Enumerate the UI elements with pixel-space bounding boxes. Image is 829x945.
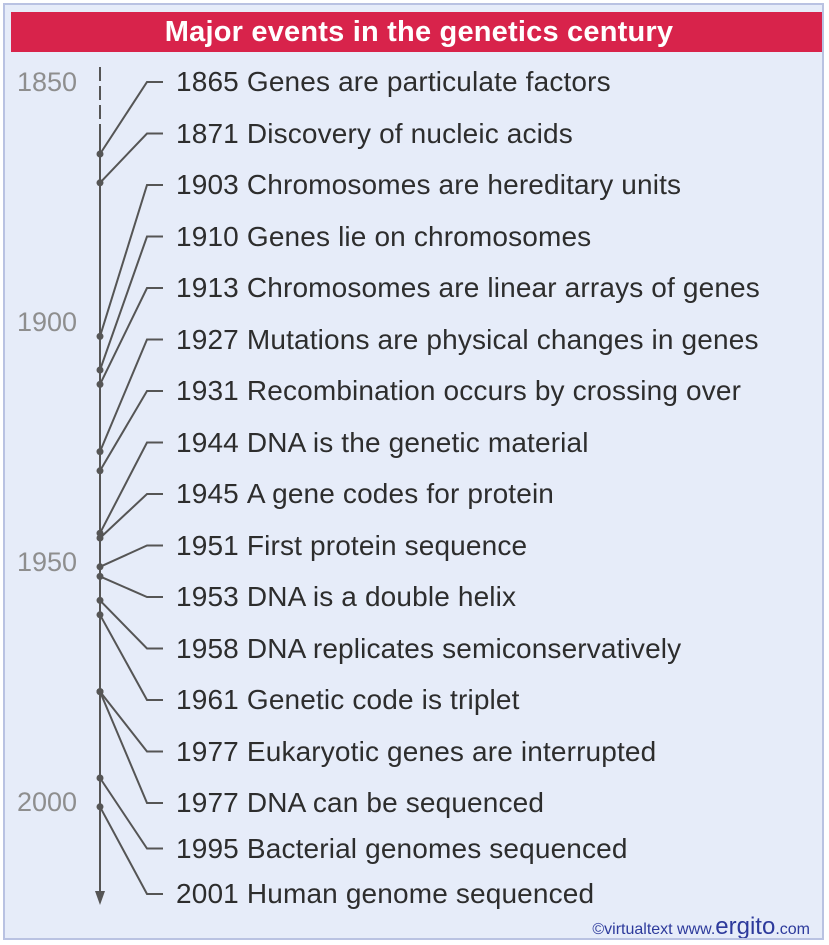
timeline-arrow-head bbox=[95, 891, 105, 905]
event-row: 1953 DNA is a double helix bbox=[176, 581, 822, 612]
axis-year-label: 2000 bbox=[17, 787, 78, 817]
event-connector bbox=[99, 81, 163, 155]
event-connector bbox=[99, 544, 163, 568]
event-row: 1913 Chromosomes are linear arrays of gen… bbox=[176, 272, 822, 303]
event-text: Bacterial genomes sequenced bbox=[246, 832, 628, 864]
event-text: Genetic code is triplet bbox=[246, 684, 520, 715]
event-row: 1910 Genes lie on chromosomes bbox=[176, 220, 822, 252]
event-row: 1977 DNA can be sequenced bbox=[176, 787, 822, 818]
event-text: A gene codes for protein bbox=[246, 478, 555, 509]
event-connector bbox=[99, 614, 163, 701]
event-marker bbox=[96, 150, 104, 158]
event-text: DNA replicates semiconservatively bbox=[246, 632, 682, 664]
event-year: 1995 bbox=[176, 832, 239, 864]
event-connector bbox=[99, 441, 163, 534]
event-marker bbox=[96, 688, 104, 696]
event-year: 1927 bbox=[176, 323, 239, 355]
event-marker bbox=[96, 366, 104, 374]
event-text: First protein sequence bbox=[246, 529, 528, 561]
event-marker bbox=[96, 529, 104, 537]
event-text: DNA can be sequenced bbox=[246, 787, 545, 818]
event-marker bbox=[96, 467, 104, 475]
event-marker bbox=[96, 774, 104, 782]
event-year: 1961 bbox=[176, 684, 239, 715]
event-text: Genes are particulate factors bbox=[246, 66, 611, 97]
event-year: 1865 bbox=[176, 66, 239, 97]
event-marker bbox=[96, 448, 104, 456]
event-row: 1871 Discovery of nucleic acids bbox=[176, 117, 822, 149]
axis-year-label: 1850 bbox=[17, 67, 78, 97]
timeline-graphic bbox=[95, 67, 163, 905]
event-row: 1944 DNA is the genetic material bbox=[176, 426, 822, 458]
event-year: 1913 bbox=[176, 272, 239, 303]
event-row: 1945 A gene codes for protein bbox=[176, 478, 822, 509]
event-year: 1944 bbox=[176, 426, 239, 458]
event-connector bbox=[99, 132, 163, 184]
event-row: 1951 First protein sequence bbox=[176, 529, 822, 561]
event-text: DNA is a double helix bbox=[246, 581, 517, 612]
event-row: 1995 Bacterial genomes sequenced bbox=[176, 832, 822, 864]
event-year: 1931 bbox=[176, 375, 239, 406]
diagram-title: Major events in the genetics century bbox=[11, 12, 822, 52]
event-row: 1865 Genes are particulate factors bbox=[176, 66, 822, 97]
credit-brand: ergito bbox=[715, 913, 776, 940]
event-connector bbox=[99, 691, 163, 804]
event-marker bbox=[96, 803, 104, 811]
event-connector bbox=[99, 690, 163, 753]
event-row: 1903 Chromosomes are hereditary units bbox=[176, 169, 822, 200]
event-text: Chromosomes are linear arrays of genes bbox=[246, 272, 760, 303]
event-row: 1958 DNA replicates semiconservatively bbox=[176, 632, 822, 664]
event-year: 1910 bbox=[176, 220, 239, 252]
event-year: 1951 bbox=[176, 529, 239, 561]
event-year: 1958 bbox=[176, 632, 239, 664]
event-year: 1953 bbox=[176, 581, 239, 612]
credit-suffix: .com bbox=[775, 921, 810, 938]
event-row: 2001 Human genome sequenced bbox=[176, 878, 822, 909]
event-connector bbox=[99, 390, 163, 472]
event-connector bbox=[99, 287, 163, 385]
copyright-credit: ©virtualtext www.ergito.com bbox=[592, 913, 810, 940]
event-marker bbox=[96, 380, 104, 388]
event-row: 1977 Eukaryotic genes are interrupted bbox=[176, 735, 822, 767]
event-connector bbox=[99, 777, 163, 850]
event-marker bbox=[96, 611, 104, 619]
event-connector bbox=[99, 235, 163, 371]
event-text: Chromosomes are hereditary units bbox=[246, 169, 682, 200]
axis-year-label: 1950 bbox=[17, 547, 78, 577]
event-year: 1871 bbox=[176, 117, 239, 149]
event-text: Human genome sequenced bbox=[246, 878, 595, 909]
event-text: DNA is the genetic material bbox=[246, 426, 589, 458]
event-marker bbox=[96, 534, 104, 542]
event-marker bbox=[96, 332, 104, 340]
axis-year-label: 1900 bbox=[17, 307, 78, 337]
event-text: Recombination occurs by crossing over bbox=[246, 375, 742, 406]
diagram-frame: Major events in the genetics century 185… bbox=[3, 3, 824, 940]
event-marker bbox=[96, 179, 104, 187]
event-text: Genes lie on chromosomes bbox=[246, 220, 592, 252]
event-marker bbox=[96, 596, 104, 604]
event-text: Mutations are physical changes in genes bbox=[246, 323, 759, 355]
event-connector bbox=[99, 806, 163, 895]
event-year: 1977 bbox=[176, 787, 239, 818]
event-text: Discovery of nucleic acids bbox=[246, 117, 573, 149]
event-row: 1961 Genetic code is triplet bbox=[176, 684, 822, 715]
event-marker bbox=[96, 563, 104, 571]
event-year: 2001 bbox=[176, 878, 239, 909]
event-connector bbox=[99, 493, 163, 539]
event-row: 1931 Recombination occurs by crossing ove… bbox=[176, 375, 822, 406]
event-text: Eukaryotic genes are interrupted bbox=[246, 735, 657, 767]
event-connector bbox=[99, 184, 163, 337]
event-row: 1927 Mutations are physical changes in ge… bbox=[176, 323, 822, 355]
event-connector bbox=[99, 599, 163, 650]
credit-prefix: ©virtualtext www. bbox=[592, 921, 716, 938]
event-year: 1977 bbox=[176, 735, 239, 767]
event-year: 1903 bbox=[176, 169, 239, 200]
event-connector bbox=[99, 338, 163, 452]
event-connector bbox=[99, 575, 163, 598]
event-year: 1945 bbox=[176, 478, 239, 509]
event-marker bbox=[96, 572, 104, 580]
